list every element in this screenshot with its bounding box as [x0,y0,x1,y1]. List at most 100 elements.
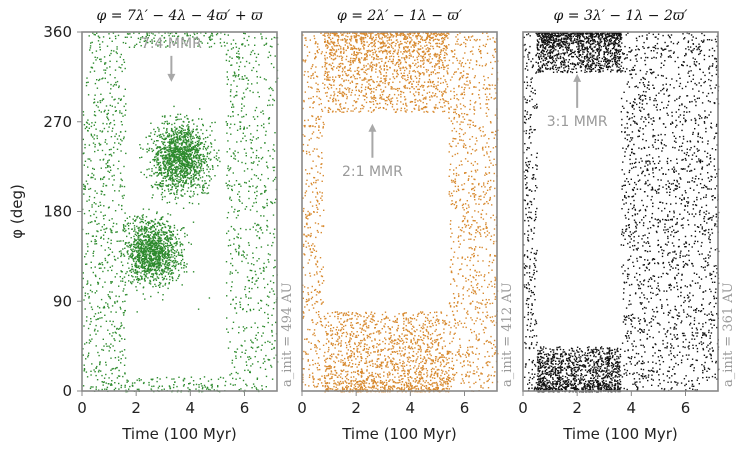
data-point [190,147,193,149]
data-point [188,173,191,175]
data-point [201,160,203,163]
data-point [305,298,308,301]
data-point [485,112,487,114]
data-point [201,158,203,161]
data-point [110,88,112,90]
data-point [181,163,183,165]
data-point [317,231,319,233]
data-point [209,36,211,39]
data-point [307,353,309,355]
data-point [307,210,309,213]
data-point [140,251,143,253]
data-point [134,215,136,217]
data-point [175,146,177,148]
data-point [164,275,167,277]
data-point [144,298,146,300]
data-point [138,271,140,273]
data-point [169,227,171,230]
data-point [236,52,238,54]
data-point [273,347,275,350]
data-point [114,276,116,278]
data-point [140,250,142,252]
data-point [165,161,167,163]
data-point [167,174,169,177]
data-point [127,253,129,255]
data-point [475,320,477,322]
data-point [152,142,155,144]
data-point [268,261,270,263]
data-point [315,55,317,58]
data-point [243,115,245,118]
data-point [104,153,107,156]
data-point [163,278,165,280]
data-point [312,333,314,336]
data-point [149,222,151,224]
data-point [206,175,208,177]
data-point [99,159,101,161]
data-point [242,137,244,140]
data-point [159,172,161,175]
data-point [103,267,106,269]
data-point [189,156,191,158]
data-point [101,388,103,391]
data-point [148,272,150,274]
data-point [159,250,161,253]
data-point [184,166,186,168]
data-point [175,148,177,150]
data-point [480,386,482,388]
data-point [251,277,253,280]
data-point [91,41,93,44]
data-point [219,38,222,40]
data-point [176,116,178,118]
data-point [159,185,161,188]
data-point [314,344,317,346]
data-point [311,115,314,118]
data-point [270,63,273,65]
data-point [187,140,190,142]
data-point [242,132,244,134]
data-point [109,92,111,94]
data-point [264,341,266,344]
data-point [111,281,113,283]
data-point [153,40,156,42]
data-point [233,71,236,73]
data-point [202,161,205,163]
data-point [168,251,170,253]
data-point [151,150,154,153]
data-point [464,87,466,89]
data-point [142,251,144,253]
data-point [245,296,247,298]
data-point [187,153,190,156]
data-point [174,178,176,180]
data-point [163,122,165,125]
data-point [237,114,239,116]
data-point [204,182,206,185]
data-point [317,369,319,371]
data-point [150,257,152,259]
data-point [134,269,137,271]
data-point [104,388,106,390]
data-point [260,307,262,309]
data-point [251,387,253,389]
data-point [236,62,238,64]
data-point [229,184,231,187]
data-point [134,276,137,278]
data-point [224,45,226,47]
data-point [194,38,196,40]
data-point [253,385,256,388]
data-point [315,117,317,120]
data-point [138,235,140,237]
data-point [201,180,204,182]
data-point [466,375,468,377]
data-point [157,262,160,264]
data-point [200,162,202,164]
data-point [121,140,123,142]
data-point [134,229,136,231]
data-point [171,272,173,274]
data-point [95,50,98,52]
data-point [217,385,219,387]
data-point [475,338,477,340]
data-point [144,268,147,270]
data-point [190,179,192,182]
